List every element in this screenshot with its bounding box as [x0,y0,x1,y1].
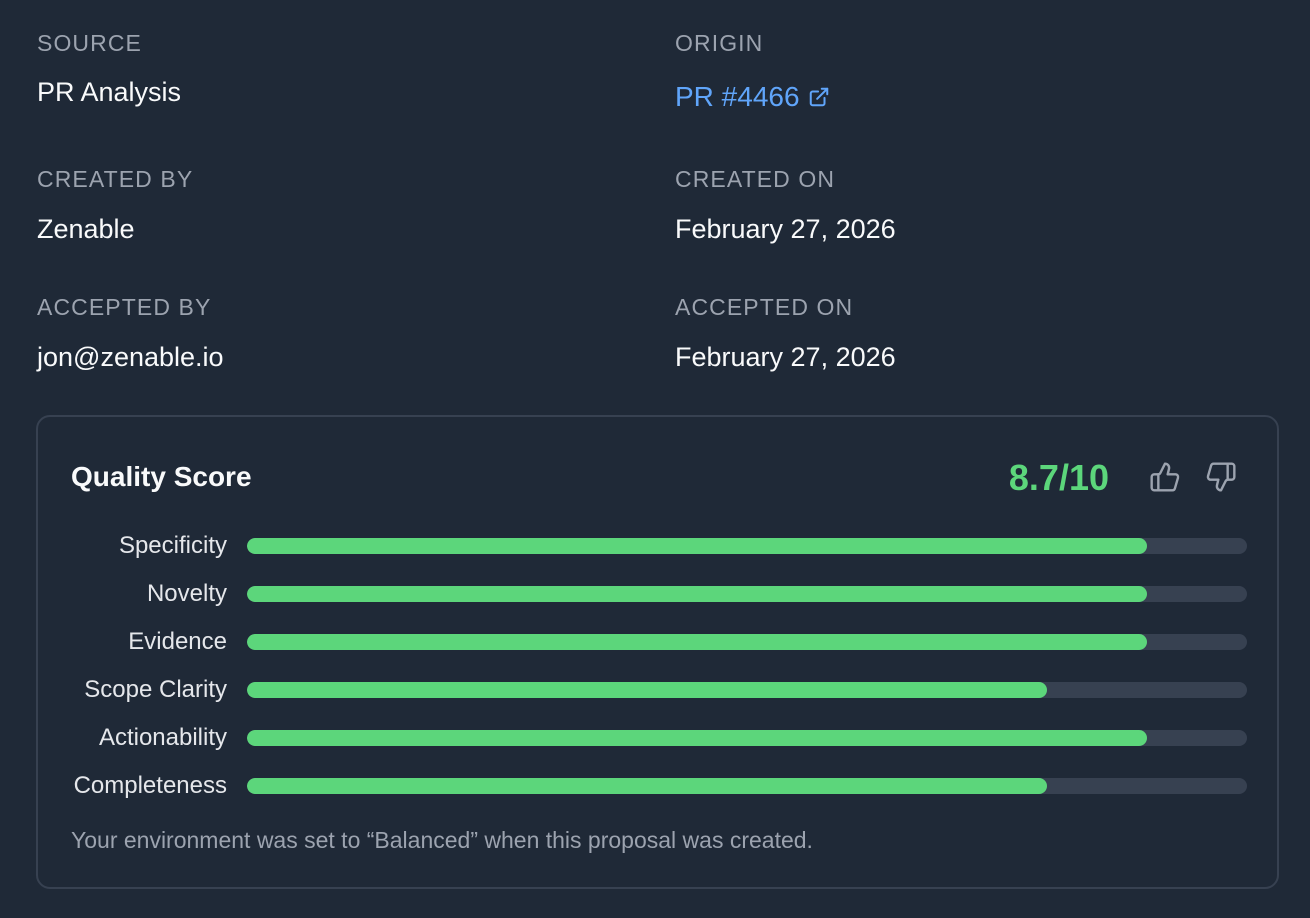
metric-track [247,538,1247,554]
source-field: SOURCE PR Analysis [37,32,181,106]
thumbs-down-button[interactable] [1203,459,1239,495]
quality-score-card: Quality Score 8.7/10 Specificity Novelty [36,415,1279,889]
accepted-on-label: ACCEPTED ON [675,294,854,320]
origin-label: ORIGIN [675,30,764,56]
metric-track [247,682,1247,698]
accepted-by-field: ACCEPTED BY jon@zenable.io [37,296,224,371]
metric-track [247,634,1247,650]
metric-bar-fill [247,634,1147,650]
metric-bar-fill [247,682,1047,698]
origin-link-text: PR #4466 [675,81,800,112]
external-link-icon [809,87,828,107]
metric-track [247,586,1247,602]
metric-bar-fill [247,586,1147,602]
metric-label: Actionability [98,724,227,751]
accepted-on-value: February 27, 2026 [675,342,896,372]
metric-bar-fill [247,778,1047,794]
thumbs-up-icon [1150,462,1180,492]
created-by-value: Zenable [37,214,135,244]
metric-row-completeness: Completeness [38,771,1277,801]
created-on-field: CREATED ON February 27, 2026 [675,168,896,243]
accepted-by-value: jon@zenable.io [37,342,224,372]
metric-track [247,730,1247,746]
created-by-label: CREATED BY [37,166,194,192]
metric-label: Scope Clarity [84,676,227,703]
accepted-on-field: ACCEPTED ON February 27, 2026 [675,296,896,371]
source-value: PR Analysis [37,77,182,107]
created-on-label: CREATED ON [675,166,836,192]
metric-track [247,778,1247,794]
metric-row-evidence: Evidence [38,627,1277,657]
metric-label: Completeness [73,772,227,799]
origin-link[interactable]: PR #4466 [675,83,830,111]
metric-row-specificity: Specificity [38,531,1277,561]
origin-field: ORIGIN PR #4466 [675,32,830,111]
environment-footnote: Your environment was set to “Balanced” w… [71,827,813,853]
accepted-by-label: ACCEPTED BY [37,294,212,320]
metric-label: Evidence [128,628,227,655]
created-by-field: CREATED BY Zenable [37,168,193,243]
metric-row-actionability: Actionability [38,723,1277,753]
quality-score-title: Quality Score [71,461,252,492]
metric-label: Specificity [118,532,227,559]
metric-row-novelty: Novelty [38,579,1277,609]
thumbs-up-button[interactable] [1147,459,1183,495]
created-on-value: February 27, 2026 [675,214,896,244]
metric-row-scope-clarity: Scope Clarity [38,675,1277,705]
source-label: SOURCE [37,30,143,56]
metric-bar-fill [247,730,1147,746]
metric-label: Novelty [146,580,227,607]
thumbs-down-icon [1206,462,1236,492]
overall-score: 8.7/10 [1008,457,1109,498]
metric-bar-fill [247,538,1147,554]
